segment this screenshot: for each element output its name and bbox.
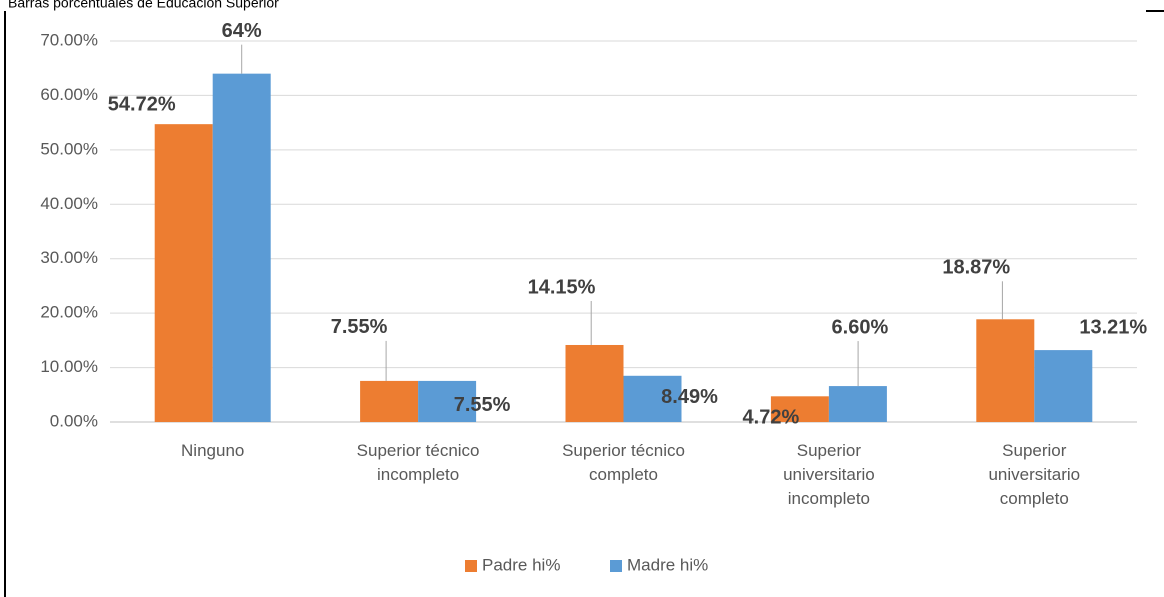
data-label: 6.60% bbox=[832, 316, 889, 338]
bar bbox=[360, 380, 419, 422]
bar bbox=[418, 380, 477, 422]
bar bbox=[770, 396, 829, 422]
y-tick-label: 30.00% bbox=[40, 248, 98, 267]
data-label: 54.72% bbox=[108, 93, 176, 115]
y-tick-label: 40.00% bbox=[40, 194, 98, 213]
legend-label: Madre hi% bbox=[627, 555, 708, 574]
legend-swatch bbox=[465, 560, 477, 572]
legend-swatch bbox=[610, 560, 622, 572]
bar bbox=[623, 375, 682, 422]
x-tick-label: Superior universitario completo bbox=[988, 441, 1080, 508]
data-label: 7.55% bbox=[331, 316, 388, 338]
x-tick-label: Ninguno bbox=[181, 441, 244, 460]
data-label: 4.72% bbox=[743, 407, 800, 429]
y-tick-label: 70.00% bbox=[40, 30, 98, 49]
x-tick-label: Superior universitario incompleto bbox=[783, 441, 875, 508]
bar bbox=[565, 344, 624, 422]
bar bbox=[212, 73, 271, 423]
data-label: 64% bbox=[222, 20, 262, 42]
y-tick-label: 20.00% bbox=[40, 303, 98, 322]
data-label: 7.55% bbox=[454, 394, 511, 416]
legend-label: Padre hi% bbox=[482, 555, 560, 574]
y-tick-label: 60.00% bbox=[40, 85, 98, 104]
x-tick-label: Superior técnico incompleto bbox=[357, 441, 480, 484]
data-label: 18.87% bbox=[942, 257, 1010, 279]
y-tick-label: 50.00% bbox=[40, 139, 98, 158]
bar bbox=[828, 386, 887, 422]
chart-title: Barras porcentuales de Educación Superio… bbox=[8, 0, 279, 11]
data-label: 8.49% bbox=[661, 386, 718, 408]
data-label: 13.21% bbox=[1079, 316, 1147, 338]
y-tick-label: 0.00% bbox=[50, 411, 98, 430]
bar bbox=[1034, 350, 1093, 422]
y-tick-label: 10.00% bbox=[40, 357, 98, 376]
data-label: 14.15% bbox=[528, 276, 596, 298]
bar bbox=[154, 124, 213, 422]
bar bbox=[976, 319, 1035, 422]
x-tick-label: Superior técnico completo bbox=[562, 441, 685, 484]
